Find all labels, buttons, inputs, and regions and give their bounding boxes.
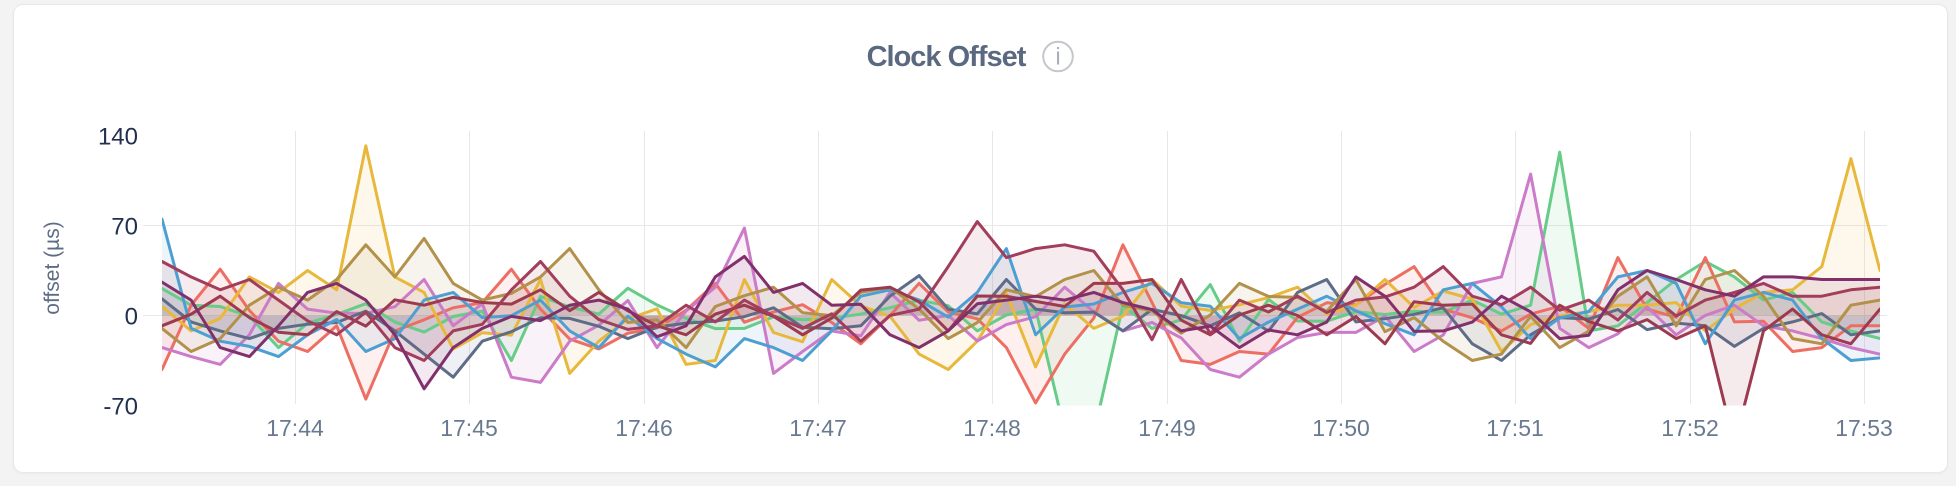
svg-text:17:47: 17:47 — [789, 415, 847, 441]
svg-text:17:52: 17:52 — [1661, 415, 1719, 441]
svg-text:17:44: 17:44 — [266, 415, 324, 441]
svg-text:140: 140 — [98, 124, 138, 151]
svg-text:i: i — [1055, 44, 1060, 71]
svg-text:17:48: 17:48 — [963, 415, 1021, 441]
svg-text:offset (µs): offset (µs) — [41, 221, 64, 314]
svg-text:17:51: 17:51 — [1486, 415, 1544, 441]
svg-text:70: 70 — [111, 214, 138, 241]
svg-text:17:46: 17:46 — [615, 415, 673, 441]
svg-text:17:49: 17:49 — [1138, 415, 1196, 441]
svg-text:Clock Offset: Clock Offset — [867, 41, 1027, 73]
svg-text:17:53: 17:53 — [1835, 415, 1893, 441]
svg-text:17:50: 17:50 — [1312, 415, 1370, 441]
svg-text:0: 0 — [125, 304, 138, 331]
svg-text:17:45: 17:45 — [440, 415, 498, 441]
svg-text:-70: -70 — [103, 394, 138, 421]
